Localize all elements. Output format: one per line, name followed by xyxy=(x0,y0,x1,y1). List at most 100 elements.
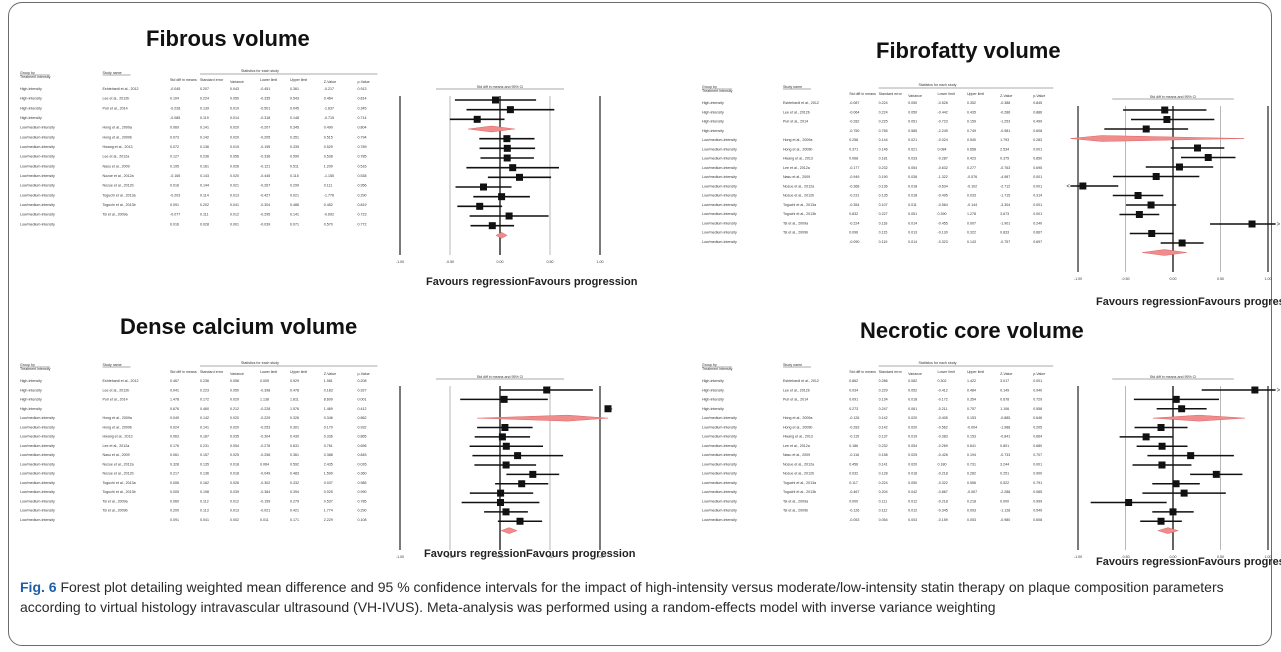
row-z-value: 0.000 xyxy=(1000,499,1009,503)
row-z-value: 0.388 xyxy=(324,453,333,457)
panel-title: Fibrofatty volume xyxy=(876,38,1061,63)
row-group: High-intensity xyxy=(702,120,724,124)
row-std-diff: 0.069 xyxy=(170,126,179,130)
row-variance: 0.026 xyxy=(230,481,239,485)
row-p-value: 0.646 xyxy=(1033,416,1042,420)
effect-square xyxy=(1148,230,1156,237)
row-group: High-intensity xyxy=(20,116,42,120)
row-study-name: Toguchi et al., 2013a xyxy=(103,481,136,485)
row-p-value: 0.026 xyxy=(358,462,367,466)
favours-regression-label: Favours regression xyxy=(1096,296,1199,308)
row-variance: 0.082 xyxy=(908,379,917,383)
effect-square xyxy=(1248,220,1256,228)
row-variance: 0.025 xyxy=(908,453,917,457)
row-lower-limit: -0.562 xyxy=(938,425,948,429)
row-group: Low/medium-intensity xyxy=(20,481,55,485)
row-group: Low/medium-intensity xyxy=(702,509,737,513)
pooled-diamond xyxy=(500,527,518,534)
row-std-diff: 0.862 xyxy=(849,379,858,383)
row-p-value: 0.814 xyxy=(358,97,367,101)
row-study-name: Lee et al., 2012b xyxy=(783,388,810,392)
row-lower-limit: -0.287 xyxy=(938,157,948,161)
effect-square xyxy=(518,480,526,488)
row-upper-limit: 0.631 xyxy=(290,444,299,448)
row-std-err: 0.227 xyxy=(879,212,888,216)
row-std-diff: 0.832 xyxy=(849,212,858,216)
header-upper-limit: Upper limit xyxy=(290,78,307,82)
row-upper-limit: 0.486 xyxy=(290,203,299,207)
effect-square xyxy=(502,508,510,516)
row-p-value: 0.850 xyxy=(1033,157,1042,161)
row-z-value: -0.388 xyxy=(1000,101,1010,105)
row-p-value: 0.932 xyxy=(358,425,367,429)
row-lower-limit: -0.405 xyxy=(938,416,948,420)
row-std-err: 0.111 xyxy=(879,499,887,503)
pooled-diamond xyxy=(1152,414,1245,422)
row-std-err: 0.112 xyxy=(879,509,888,513)
header-z-value: Z-Value xyxy=(324,372,336,376)
row-upper-limit: 0.540 xyxy=(967,138,976,142)
row-study-name: Hwang et al., 2013 xyxy=(103,435,133,439)
header-study-name: Study name xyxy=(783,85,802,89)
row-lower-limit: -0.445 xyxy=(260,174,270,178)
row-group: Low/medium-intensity xyxy=(20,164,55,168)
row-group: High-intensity xyxy=(702,407,724,411)
row-variance: 0.014 xyxy=(908,240,917,244)
row-lower-limit: -0.267 xyxy=(260,184,270,188)
row-upper-limit: 0.352 xyxy=(967,101,976,105)
row-z-value: 1.599 xyxy=(324,472,333,476)
row-p-value: 0.001 xyxy=(1033,379,1042,383)
row-std-err: 0.111 xyxy=(200,213,208,217)
row-group: High-intensity xyxy=(702,379,724,383)
row-variance: 0.021 xyxy=(908,147,917,151)
row-upper-limit: 0.194 xyxy=(967,453,976,457)
row-study-name: Tsi et al., 2009a xyxy=(103,213,128,217)
row-group: Low/medium-intensity xyxy=(702,175,737,179)
favours-regression-label: Favours regression xyxy=(424,548,527,560)
row-group: Low/medium-intensity xyxy=(20,499,55,503)
row-study-name: Toguchi et al., 2013a xyxy=(103,193,136,197)
row-variance: 0.003 xyxy=(908,518,917,522)
row-std-diff: -0.126 xyxy=(849,416,859,420)
figure-frame xyxy=(8,2,1272,646)
row-group: Low/medium-intensity xyxy=(702,444,737,448)
axis-tick-label: -0.50 xyxy=(446,555,454,559)
row-upper-limit: 1.811 xyxy=(290,398,299,402)
row-z-value: -1.253 xyxy=(1000,120,1010,124)
effect-square xyxy=(1147,201,1155,209)
row-study-name: Hong et al., 2009b xyxy=(103,135,132,139)
row-group: High-intensity xyxy=(20,388,42,392)
row-std-diff: -0.077 xyxy=(170,213,180,217)
row-upper-limit: -0.067 xyxy=(967,490,977,494)
effect-square xyxy=(505,212,513,220)
row-std-diff: -0.750 xyxy=(849,129,859,133)
header-group-by: Group by xyxy=(20,71,35,75)
panel-fibrous: Fibrous volume Group by Treatment intensi… xyxy=(0,0,640,300)
row-variance: 0.056 xyxy=(230,379,239,383)
axis-tick-label: -1.00 xyxy=(396,260,404,264)
effect-square xyxy=(1161,106,1169,114)
axis-tick-label: 1.00 xyxy=(1265,277,1272,281)
effect-square xyxy=(514,452,522,460)
header-std-err: Standard error xyxy=(879,92,903,96)
row-std-err: 0.136 xyxy=(200,145,209,149)
effect-square xyxy=(1135,211,1143,218)
row-z-value: -1.715 xyxy=(1000,194,1010,198)
row-std-err: 0.765 xyxy=(879,129,888,133)
row-group: Low/medium-intensity xyxy=(20,174,55,178)
row-std-err: 0.460 xyxy=(200,407,209,411)
row-lower-limit: -0.412 xyxy=(938,388,948,392)
row-variance: 0.050 xyxy=(230,388,239,392)
row-lower-limit: -0.335 xyxy=(260,97,270,101)
row-std-err: 0.144 xyxy=(879,138,888,142)
effect-square xyxy=(501,424,509,431)
row-lower-limit: -0.526 xyxy=(938,101,948,105)
row-std-diff: -0.949 xyxy=(849,175,859,179)
row-study-name: Nozue et al., 2012b xyxy=(783,194,814,198)
row-group: High-intensity xyxy=(702,388,724,392)
row-group: Low/medium-intensity xyxy=(702,157,737,161)
row-group: Low/medium-intensity xyxy=(702,184,737,188)
row-std-diff: -0.087 xyxy=(849,101,859,105)
row-p-value: 0.927 xyxy=(358,388,367,392)
effect-square xyxy=(1157,424,1165,431)
